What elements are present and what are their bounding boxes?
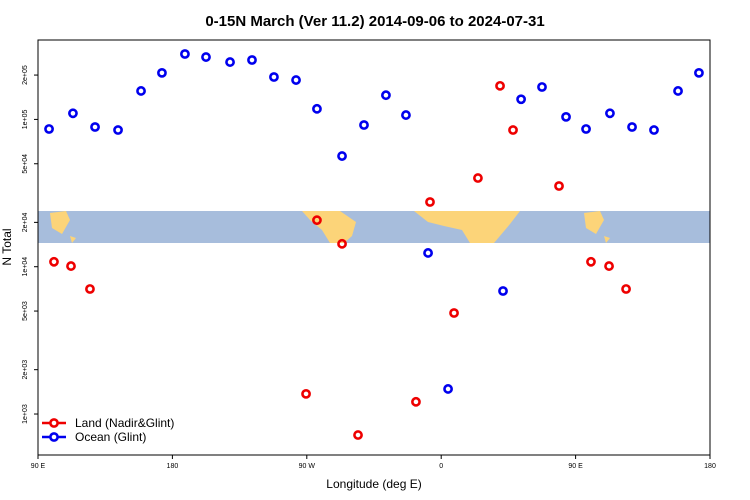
plot-frame bbox=[37, 39, 711, 456]
x-tick-label: 90 E bbox=[31, 463, 46, 470]
point bbox=[498, 286, 508, 296]
point bbox=[443, 384, 453, 394]
point bbox=[359, 120, 369, 130]
legend-marker bbox=[49, 418, 59, 428]
point bbox=[581, 124, 591, 134]
x-tick-label: 90 W bbox=[299, 463, 316, 470]
point bbox=[561, 112, 571, 122]
point bbox=[201, 52, 211, 62]
point bbox=[605, 108, 615, 119]
point bbox=[312, 215, 322, 226]
chart-title: 0-15N March (Ver 11.2) 2014-09-06 to 202… bbox=[205, 13, 544, 30]
point bbox=[425, 197, 435, 207]
point bbox=[113, 125, 123, 135]
point bbox=[337, 238, 347, 249]
point bbox=[247, 55, 257, 65]
point bbox=[495, 80, 505, 91]
point bbox=[180, 49, 190, 59]
point bbox=[508, 125, 518, 135]
point bbox=[586, 256, 596, 267]
point bbox=[621, 284, 631, 294]
point bbox=[68, 108, 78, 119]
x-tick-label: 180 bbox=[704, 463, 716, 470]
point bbox=[381, 90, 391, 101]
point bbox=[554, 181, 564, 191]
x-axis-label: Longitude (deg E) bbox=[326, 477, 421, 491]
point bbox=[673, 86, 683, 96]
point bbox=[291, 75, 301, 85]
y-tick-label: 2e+03 bbox=[22, 360, 29, 380]
point bbox=[225, 57, 235, 67]
point bbox=[516, 94, 526, 105]
y-tick-label: 1e+04 bbox=[22, 257, 29, 277]
point bbox=[449, 308, 459, 318]
point bbox=[537, 82, 547, 92]
point bbox=[694, 67, 704, 78]
legend-label: Land (Nadir&Glint) bbox=[75, 416, 174, 430]
point bbox=[269, 72, 279, 82]
x-tick-label: 0 bbox=[439, 463, 443, 470]
x-tick-label: 90 E bbox=[568, 463, 583, 470]
point bbox=[649, 125, 659, 135]
y-tick-label: 1e+05 bbox=[22, 109, 29, 129]
point bbox=[401, 110, 411, 120]
point bbox=[44, 124, 54, 134]
point bbox=[66, 261, 76, 271]
point bbox=[49, 256, 59, 267]
map-strip bbox=[38, 211, 710, 243]
y-tick-label: 2e+05 bbox=[22, 65, 29, 85]
point bbox=[90, 122, 100, 132]
point bbox=[136, 86, 146, 96]
point bbox=[85, 284, 95, 294]
y-tick-label: 1e+03 bbox=[22, 404, 29, 424]
y-axis-label: N Total bbox=[0, 228, 14, 265]
x-tick-label: 180 bbox=[167, 463, 179, 470]
y-tick-label: 5e+04 bbox=[22, 154, 29, 174]
point bbox=[423, 248, 433, 258]
point bbox=[301, 388, 311, 399]
point bbox=[473, 173, 483, 183]
point bbox=[353, 430, 363, 440]
y-tick-label: 5e+03 bbox=[22, 301, 29, 321]
point bbox=[627, 122, 637, 132]
point bbox=[157, 67, 167, 78]
legend-label: Ocean (Glint) bbox=[75, 430, 146, 444]
legend-marker bbox=[49, 432, 59, 442]
point bbox=[312, 103, 322, 114]
point bbox=[337, 151, 347, 161]
y-tick-label: 2e+04 bbox=[22, 212, 29, 232]
point bbox=[604, 261, 614, 271]
point bbox=[411, 396, 421, 407]
